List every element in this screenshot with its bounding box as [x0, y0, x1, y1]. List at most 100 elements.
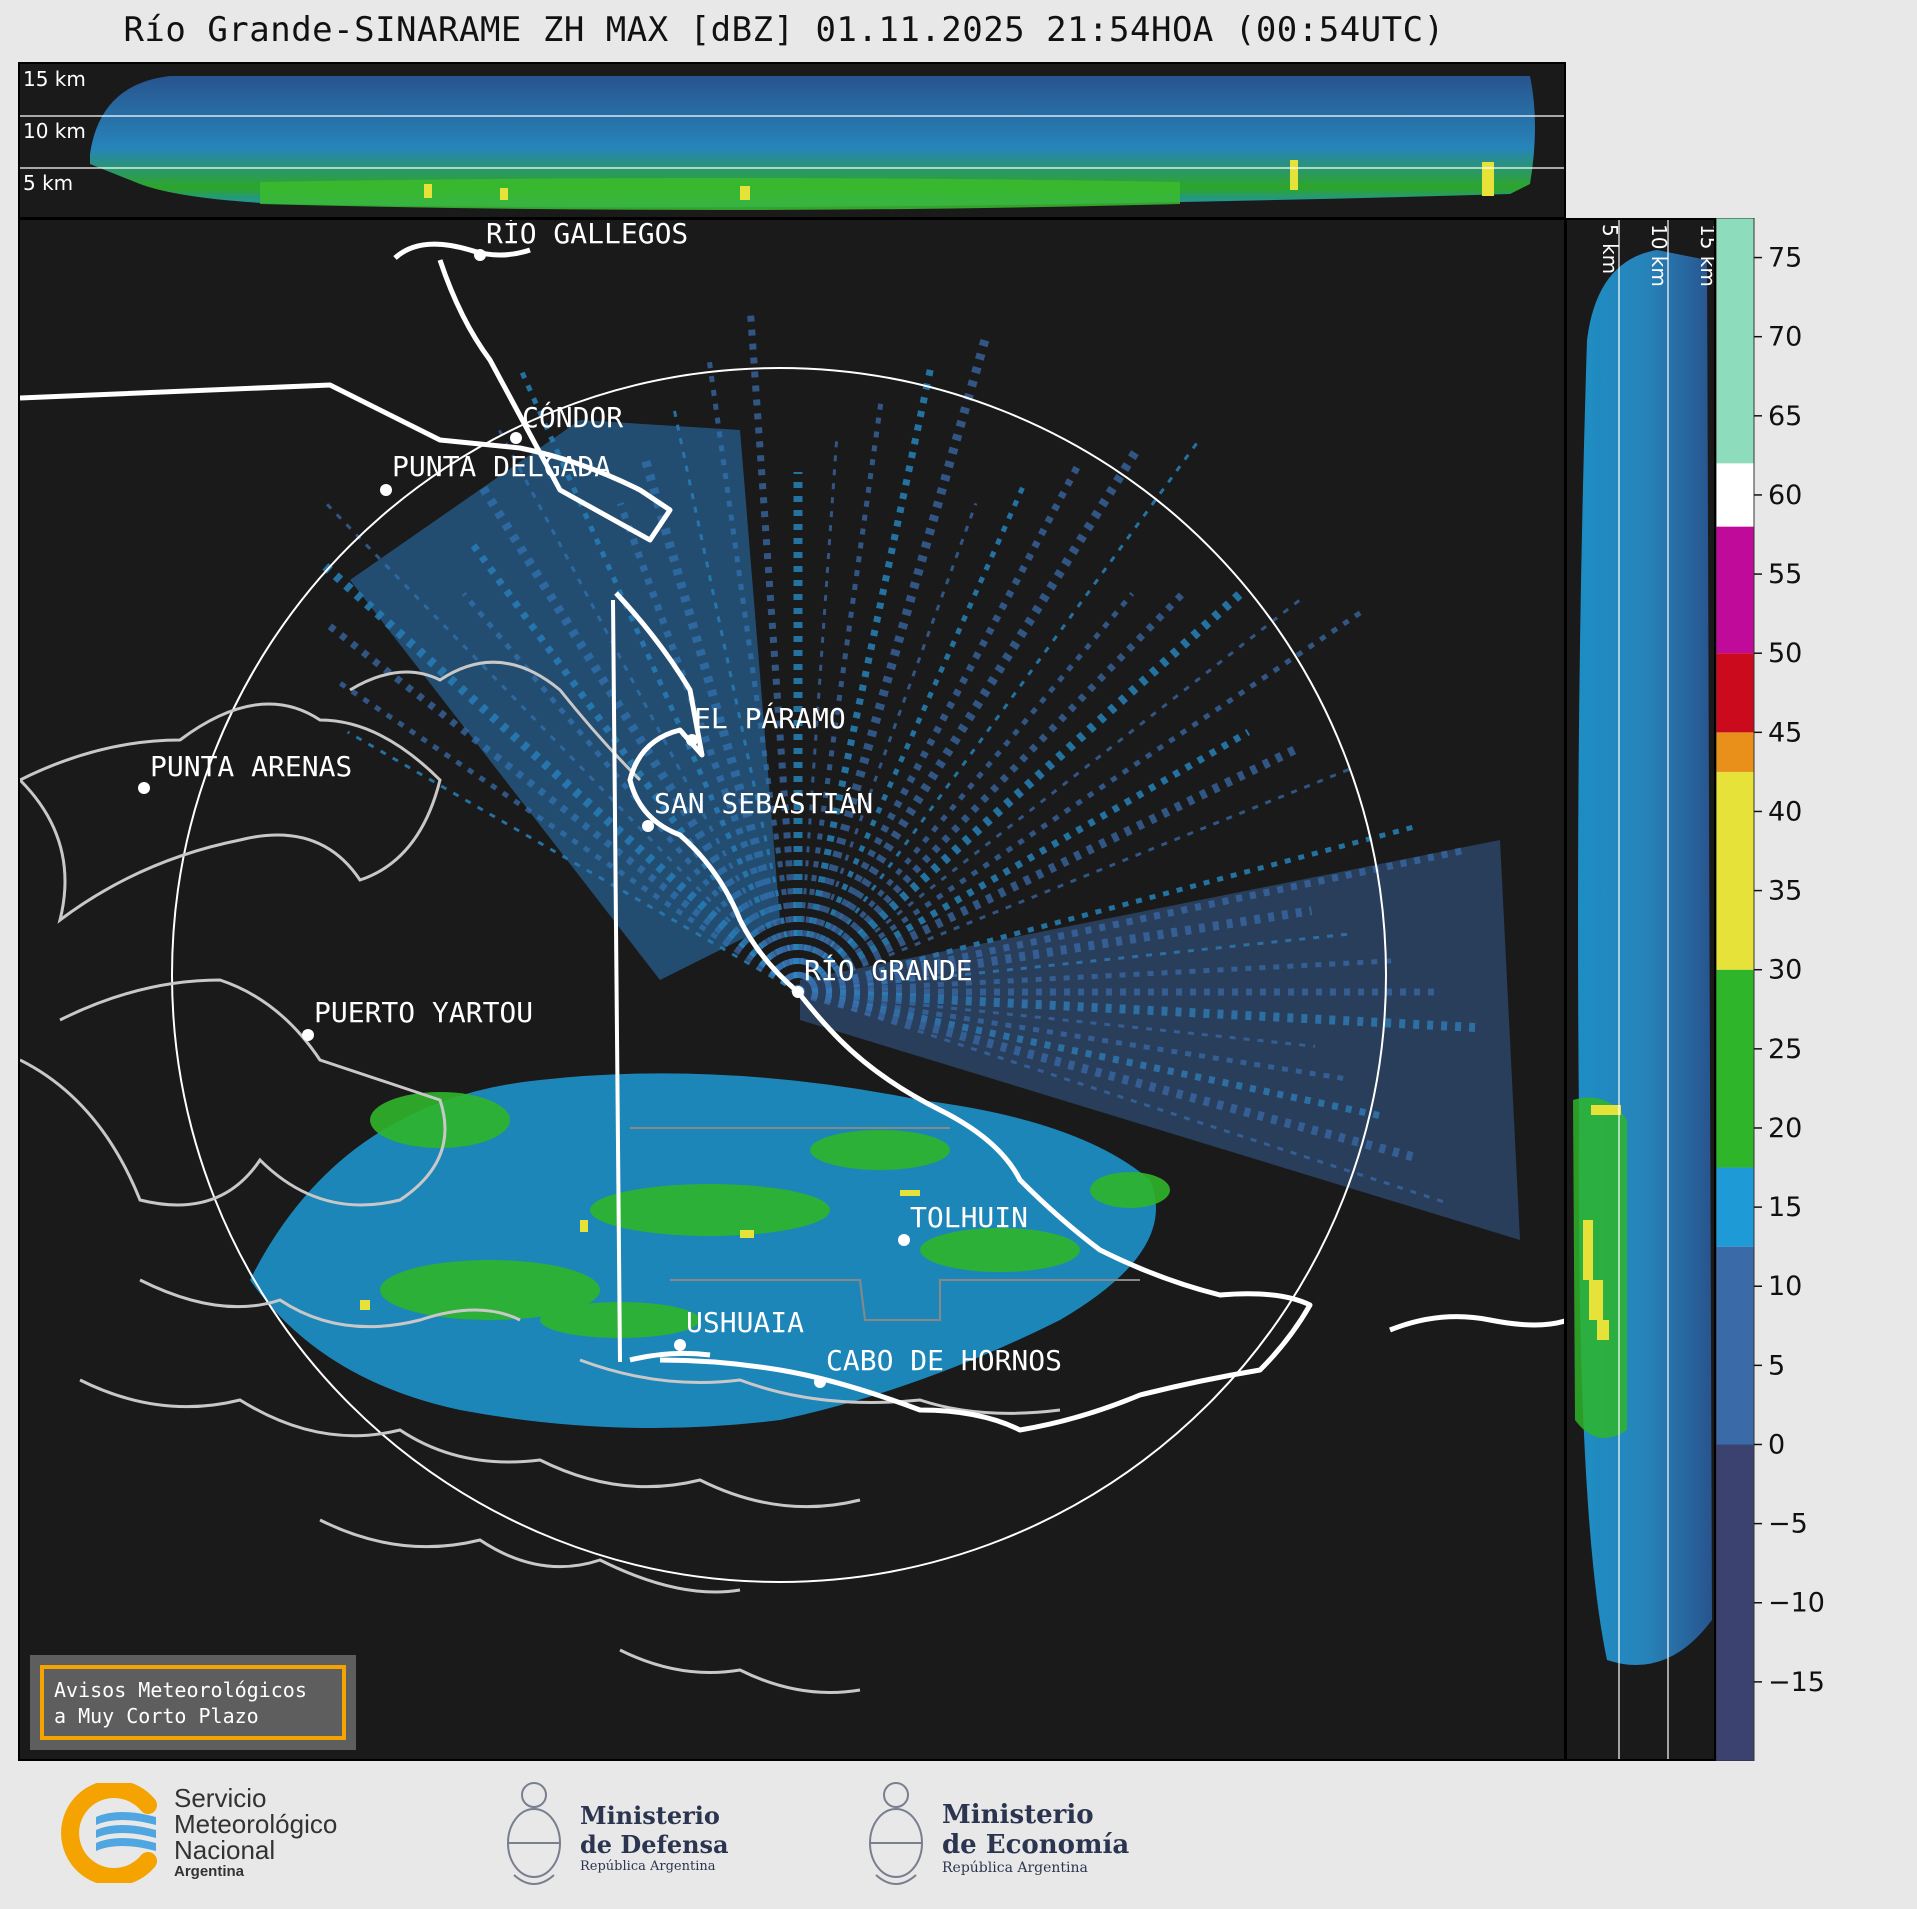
- warning-line-2: a Muy Corto Plazo: [54, 1704, 259, 1728]
- radar-beam: [794, 446, 1141, 995]
- eastern-echo-fan: [800, 840, 1520, 1240]
- side-10km-label: 10 km: [1647, 224, 1671, 287]
- top-10km-label: 10 km: [23, 119, 86, 143]
- label-punta-arenas: PUNTA ARENAS: [150, 750, 352, 783]
- colorbar-band: [1716, 653, 1754, 733]
- colorbar-band: [1716, 969, 1754, 1168]
- economia-line-1: Ministerio: [942, 1799, 1094, 1830]
- label-el-paramo: EL PÁRAMO: [694, 701, 846, 735]
- marker-ushuaia: [674, 1339, 686, 1351]
- side-cross-section-plot: 5 km 10 km 15 km: [1573, 220, 1716, 1759]
- smn-line-3: Nacional: [174, 1835, 276, 1865]
- radar-beam: [797, 596, 1304, 994]
- smn-emblem-icon: [61, 1783, 157, 1883]
- radar-beam: [796, 440, 1199, 993]
- marker-rio-gallegos: [474, 249, 486, 261]
- radar-beam: [346, 730, 799, 994]
- label-condor: CÓNDOR: [522, 400, 623, 434]
- radar-beam: [797, 990, 1316, 1048]
- label-rio-grande: RÍO GRANDE: [804, 953, 973, 987]
- smn-line-1: Servicio: [174, 1783, 267, 1813]
- economia-line-2: de Economía: [942, 1829, 1130, 1860]
- radar-map: RÍO GALLEGOS CÓNDOR PUNTA DELGADA EL PÁR…: [18, 218, 1566, 1761]
- top-altitude-grid: [20, 115, 1564, 169]
- radar-beam: [796, 728, 1251, 996]
- radar-beam: [797, 765, 1355, 994]
- side-yellow-cells: [1583, 1105, 1621, 1340]
- side-green-band: [1573, 1097, 1627, 1438]
- top-cross-section: 15 km 10 km 5 km: [18, 62, 1566, 219]
- colorbar-tick-label: 25: [1768, 1034, 1802, 1065]
- colorbar-band: [1716, 1246, 1754, 1445]
- colorbar-bands: [1716, 218, 1754, 1761]
- radar-map-plot: RÍO GALLEGOS CÓNDOR PUNTA DELGADA EL PÁR…: [20, 220, 1564, 1694]
- radar-beam: [796, 433, 839, 993]
- radar-beam: [797, 989, 1352, 1083]
- top-low-green-band: [260, 178, 1180, 210]
- side-cross-section: 5 km 10 km 15 km: [1565, 218, 1716, 1761]
- warning-box: Avisos Meteorológicos a Muy Corto Plazo: [30, 1655, 356, 1750]
- colorbar-tick-label: 15: [1768, 1192, 1802, 1223]
- colorbar-band: [1716, 732, 1754, 772]
- top-5km-label: 5 km: [23, 171, 73, 195]
- footer: Servicio Meteorológico Nacional Argentin…: [0, 1763, 1917, 1909]
- radar-beam: [795, 586, 1190, 995]
- radar-beam: [797, 988, 1386, 1121]
- side-5km-label: 5 km: [1598, 224, 1622, 274]
- smn-logo: Servicio Meteorológico Nacional Argentin…: [56, 1783, 337, 1883]
- radar-beam: [797, 990, 1446, 1204]
- radar-beam: [796, 609, 1364, 995]
- colorbar-band: [1716, 218, 1754, 464]
- colorbar-band: [1716, 463, 1754, 527]
- colorbar-tick-label: −5: [1768, 1509, 1808, 1540]
- radar-beam: [795, 479, 1029, 994]
- marker-cabo-de-hornos: [814, 1376, 826, 1388]
- colorbar-tick-label: 50: [1768, 638, 1802, 669]
- coastlines: [20, 660, 1061, 1694]
- place-markers: [138, 249, 910, 1388]
- economia-logo: Ministerio de Economía República Argenti…: [856, 1775, 1129, 1900]
- colorbar-tick-label: 45: [1768, 717, 1802, 748]
- colorbar-tick-label: 75: [1768, 243, 1802, 274]
- green-echo-cells: [370, 1092, 1170, 1338]
- radar-beam: [794, 460, 1083, 994]
- colorbar-tick-label: 40: [1768, 796, 1802, 827]
- defensa-line-1: Ministerio: [580, 1801, 720, 1830]
- northern-echo-fan: [350, 420, 780, 980]
- colorbar-tick-label: 0: [1768, 1429, 1785, 1460]
- radar-beam: [797, 931, 1356, 994]
- label-cabo-de-hornos: CABO DE HORNOS: [826, 1344, 1062, 1377]
- colorbar-frame: [1716, 218, 1755, 1761]
- label-san-sebastian: SAN SEBASTIÁN: [654, 786, 873, 820]
- radar-beam: [796, 987, 1418, 1162]
- radar-beam: [794, 365, 935, 993]
- top-echo-band: [90, 76, 1535, 208]
- defensa-logo: Ministerio de Defensa República Argentin…: [494, 1775, 729, 1900]
- side-15km-label: 15 km: [1696, 224, 1716, 287]
- smn-line-4: Argentina: [174, 1863, 245, 1880]
- radar-beam: [797, 987, 1478, 1033]
- colorbar-tick-label: 55: [1768, 559, 1802, 590]
- colorbar-tick-label: 70: [1768, 322, 1802, 353]
- colorbar-tick-label: 30: [1768, 955, 1802, 986]
- colorbar-tick-label: 10: [1768, 1271, 1802, 1302]
- warning-line-1: Avisos Meteorológicos: [54, 1678, 307, 1702]
- colorbar-band: [1716, 771, 1754, 970]
- top-cross-section-plot: 15 km 10 km 5 km: [20, 67, 1564, 210]
- label-ushuaia: USHUAIA: [686, 1306, 804, 1339]
- colorbar-tick-label: −10: [1768, 1588, 1825, 1619]
- radar-beam: [796, 592, 1135, 994]
- colorbar-band: [1716, 526, 1754, 654]
- marker-san-sebastian: [642, 820, 654, 832]
- radar-beam: [747, 313, 802, 993]
- radar-beam: [797, 847, 1464, 996]
- colorbar-tick-label: 5: [1768, 1350, 1785, 1381]
- radar-beam: [793, 337, 990, 994]
- marker-tolhuin: [898, 1234, 910, 1246]
- colorbar-tick-label: 65: [1768, 401, 1802, 432]
- defensa-line-3: República Argentina: [580, 1859, 716, 1874]
- smn-line-2: Meteorológico: [174, 1809, 338, 1839]
- colorbar-tick-label: 60: [1768, 480, 1802, 511]
- label-puerto-yartou: PUERTO YARTOU: [314, 996, 533, 1029]
